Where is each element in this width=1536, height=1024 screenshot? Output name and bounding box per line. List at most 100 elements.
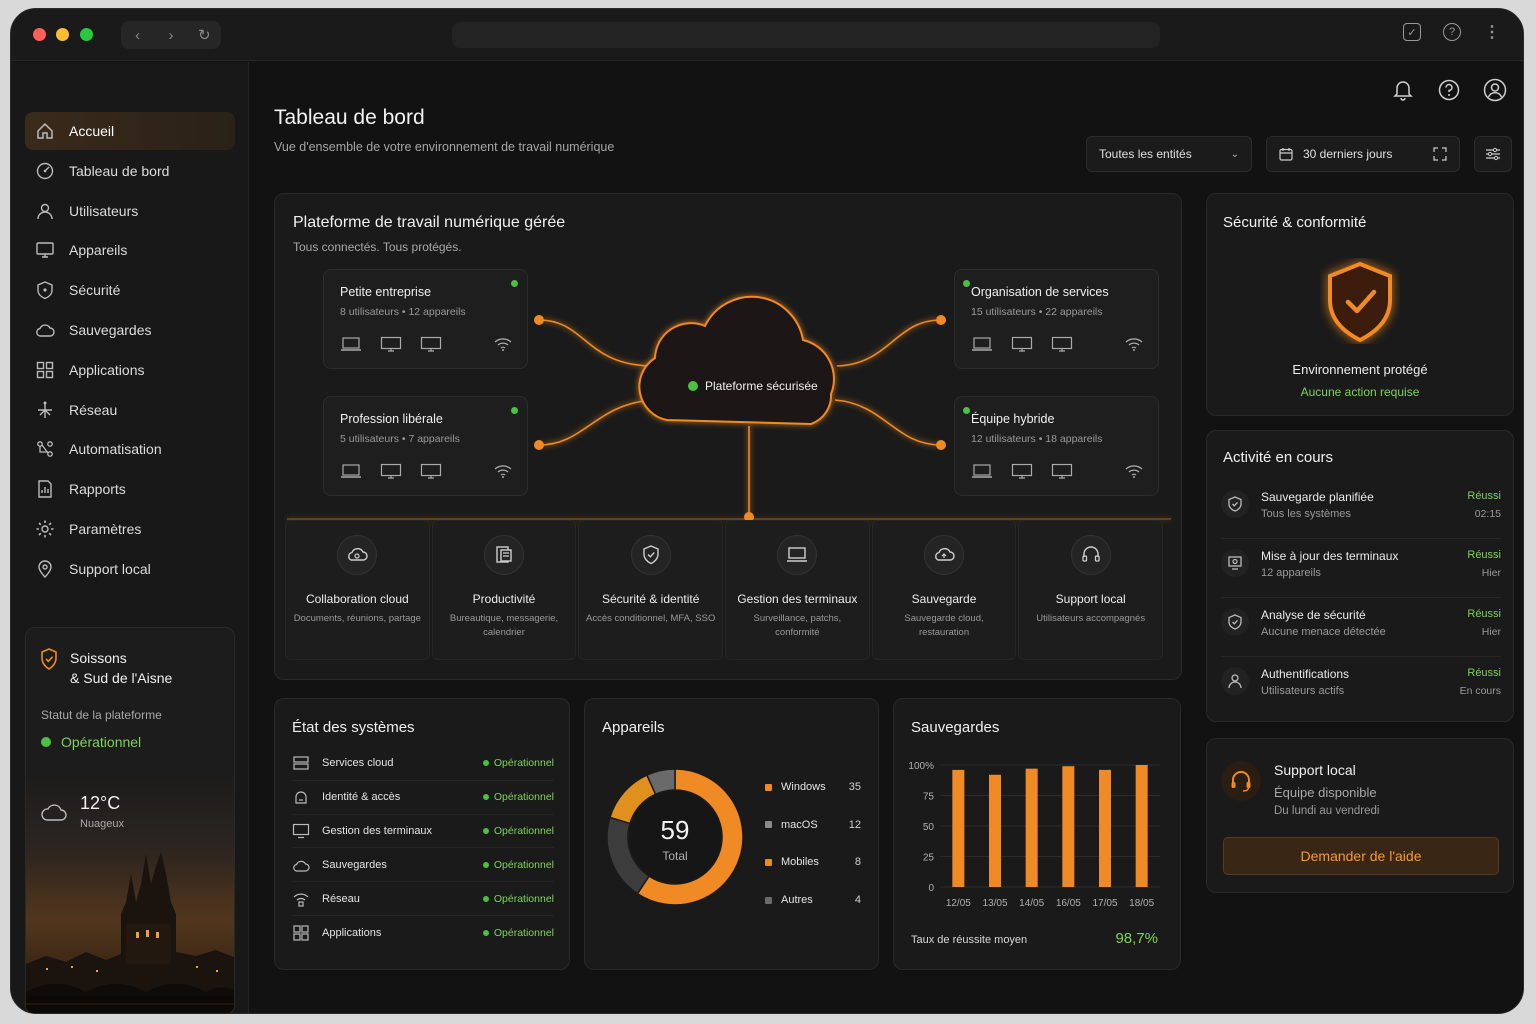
service-tile[interactable]: Productivité Bureautique, messagerie, ca… <box>431 520 577 660</box>
activity-item[interactable]: Sauvegarde planifiée Tous les systèmes R… <box>1221 481 1501 539</box>
activity-item[interactable]: Authentifications Utilisateurs actifs Ré… <box>1221 658 1501 716</box>
backup-bar[interactable] <box>952 769 965 887</box>
location-card: Soissons & Sud de l'Aisne Statut de la p… <box>25 627 235 1013</box>
system-row[interactable]: Gestion des terminaux Opérationnel <box>292 815 554 849</box>
laptop-icon <box>340 336 362 357</box>
support-title: Support local <box>1274 762 1356 778</box>
legend-value: 35 <box>848 781 861 793</box>
entity-meta: 12 utilisateurs • 18 appareils <box>971 433 1103 445</box>
sidebar-item-2[interactable]: Tableau de bord <box>25 152 235 190</box>
activity-time: Hier <box>1481 626 1501 638</box>
wifi-icon <box>1124 336 1144 357</box>
date-filter-select[interactable]: 30 derniers jours <box>1266 136 1460 172</box>
activity-name: Authentifications <box>1261 667 1350 681</box>
extension-icon[interactable]: ✓ <box>1403 23 1421 41</box>
minimize-window-button[interactable] <box>56 28 69 41</box>
status-dot <box>482 861 489 868</box>
service-tile[interactable]: Gestion des terminaux Surveillance, patc… <box>725 520 870 660</box>
services-row: Collaboration cloud Documents, réunions,… <box>285 520 1165 660</box>
service-name: Gestion des terminaux <box>737 592 858 606</box>
help-icon[interactable]: ? <box>1443 23 1461 41</box>
service-name: Collaboration cloud <box>305 592 409 606</box>
sidebar-item-8[interactable]: Réseau <box>25 391 235 429</box>
activity-time: En cours <box>1459 685 1501 697</box>
backup-bar[interactable] <box>1135 765 1148 887</box>
back-icon[interactable]: ‹ <box>135 26 141 44</box>
system-row[interactable]: Identité & accès Opérationnel <box>292 781 554 815</box>
service-tile[interactable]: Sécurité & identité Accès conditionnel, … <box>578 520 724 660</box>
reload-icon[interactable]: ↻ <box>198 27 211 44</box>
cloud-platform-label: Plateforme sécurisée <box>705 379 818 393</box>
shield-check-icon <box>1221 490 1249 518</box>
shield-icon <box>41 648 57 670</box>
more-options-icon[interactable]: ⋮ <box>1484 24 1500 41</box>
headset-icon <box>1221 761 1261 801</box>
system-row[interactable]: Réseau Opérationnel <box>292 882 554 916</box>
sidebar-item-9[interactable]: Automatisation <box>25 430 235 468</box>
close-window-button[interactable] <box>33 28 46 41</box>
filter-settings-button[interactable] <box>1474 136 1512 172</box>
legend-label: Windows <box>781 781 826 793</box>
report-icon <box>35 479 55 499</box>
sidebar-item-4[interactable]: Appareils <box>25 231 235 269</box>
system-status: Opérationnel <box>482 893 554 905</box>
legend-item: Windows 35 <box>765 781 861 793</box>
backup-bar[interactable] <box>1025 768 1038 887</box>
activity-status: Réussi <box>1467 667 1501 679</box>
service-tile[interactable]: Collaboration cloud Documents, réunions,… <box>285 520 430 660</box>
help-circle-icon[interactable] <box>1437 78 1461 102</box>
activity-item[interactable]: Mise à jour des terminaux 12 appareils R… <box>1221 540 1501 598</box>
backup-bar[interactable] <box>1062 766 1075 887</box>
account-icon[interactable] <box>1483 78 1507 102</box>
sidebar-item-5[interactable]: Sécurité <box>25 271 235 309</box>
backup-bar[interactable] <box>1099 769 1111 887</box>
sidebar-item-7[interactable]: Applications <box>25 351 235 389</box>
sidebar-item-label: Sauvegardes <box>69 321 152 338</box>
backup-bar[interactable] <box>989 774 1001 887</box>
service-name: Productivité <box>472 592 536 606</box>
donut-slice-windows[interactable] <box>636 768 744 906</box>
service-tile[interactable]: Sauvegarde Sauvegarde cloud, restauratio… <box>871 520 1017 660</box>
donut-slice-autres[interactable] <box>645 768 676 796</box>
maximize-window-button[interactable] <box>80 28 93 41</box>
x-tick-label: 14/05 <box>1019 898 1044 909</box>
activity-item[interactable]: Analyse de sécurité Aucune menace détect… <box>1221 599 1501 657</box>
donut-hole <box>629 791 721 883</box>
entity-card[interactable]: Petite entreprise 8 utilisateurs • 12 ap… <box>323 269 528 369</box>
sidebar-item-label: Utilisateurs <box>69 202 139 219</box>
entity-meta: 15 utilisateurs • 22 appareils <box>971 306 1103 318</box>
sidebar-item-6[interactable]: Sauvegardes <box>25 311 235 349</box>
address-bar[interactable] <box>452 22 1160 48</box>
sidebar-item-label: Sécurité <box>69 282 121 299</box>
sidebar-item-11[interactable]: Paramètres <box>25 510 235 548</box>
request-help-button[interactable]: Demander de l'aide <box>1223 837 1499 875</box>
legend-swatch <box>765 821 772 829</box>
entity-card[interactable]: Équipe hybride 12 utilisateurs • 18 appa… <box>954 396 1159 496</box>
sidebar-item-10[interactable]: Rapports <box>25 470 235 508</box>
sidebar-item-label: Automatisation <box>69 441 162 458</box>
forward-icon[interactable]: › <box>168 26 174 44</box>
sidebar-item-1[interactable]: Accueil <box>25 112 235 150</box>
sidebar-item-12[interactable]: Support local <box>25 550 235 588</box>
service-tile[interactable]: Support local Utilisateurs accompagnés <box>1018 520 1164 660</box>
monitor-icon <box>35 240 55 260</box>
bell-icon[interactable] <box>1391 78 1415 102</box>
gear-icon <box>35 519 55 539</box>
x-tick-label: 16/05 <box>1056 898 1081 909</box>
sidebar-item-3[interactable]: Utilisateurs <box>25 192 235 230</box>
laptop-icon <box>971 336 993 357</box>
cloud-backup-icon <box>924 535 965 575</box>
entity-card[interactable]: Profession libérale 5 utilisateurs • 7 a… <box>323 396 528 496</box>
activity-sub: Utilisateurs actifs <box>1261 685 1345 697</box>
success-rate-label: Taux de réussite moyen <box>911 934 1028 946</box>
backups-title: Sauvegardes <box>911 719 1000 736</box>
grid-icon <box>292 924 310 942</box>
service-desc: Documents, réunions, partage <box>293 613 421 624</box>
system-row[interactable]: Services cloud Opérationnel <box>292 747 554 781</box>
system-row[interactable]: Sauvegardes Opérationnel <box>292 848 554 883</box>
system-name: Sauvegardes <box>322 858 387 871</box>
entity-filter-select[interactable]: Toutes les entités ⌄ <box>1086 136 1252 172</box>
entity-card[interactable]: Organisation de services 15 utilisateurs… <box>954 269 1159 369</box>
system-row[interactable]: Applications Opérationnel <box>292 916 554 950</box>
calendar-icon <box>1279 148 1293 161</box>
